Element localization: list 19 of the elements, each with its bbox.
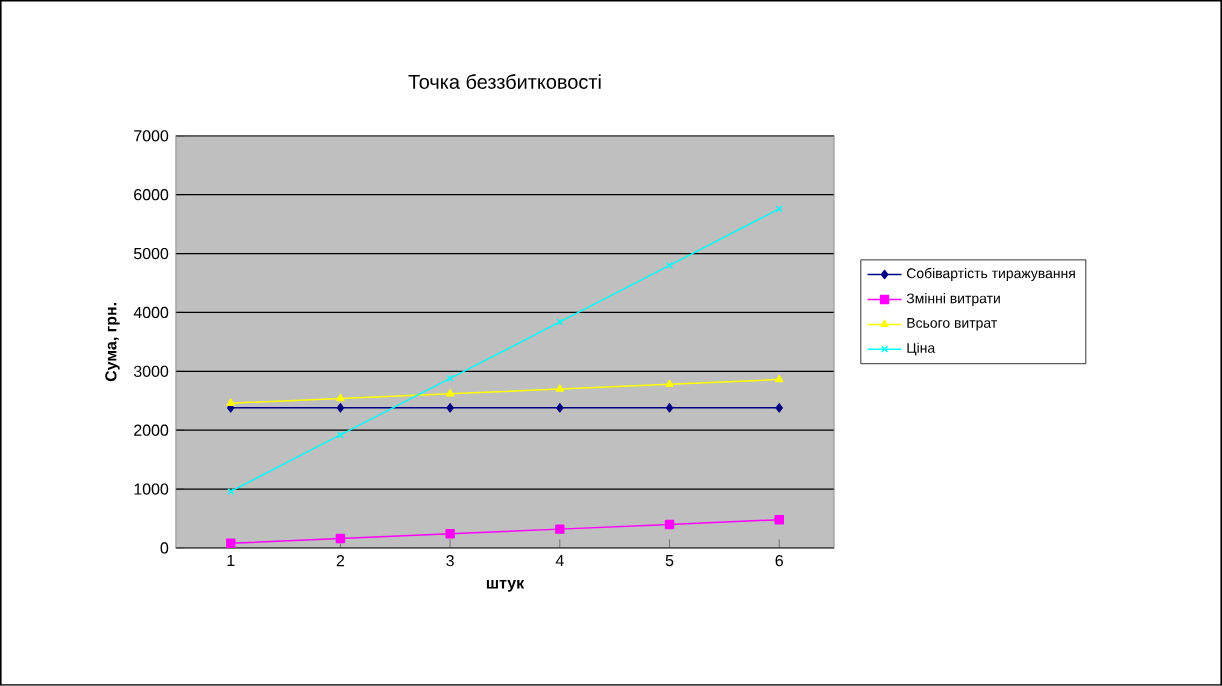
point: [226, 398, 235, 406]
point: [665, 403, 674, 413]
point: [445, 389, 455, 397]
point: [225, 538, 236, 549]
point: [774, 515, 784, 525]
point: [335, 533, 346, 544]
point: [336, 393, 345, 402]
point: [775, 374, 784, 383]
point: [775, 403, 783, 413]
point: [336, 403, 345, 413]
point: [556, 318, 564, 326]
point: [556, 403, 564, 413]
point: [446, 403, 454, 413]
point: [665, 379, 674, 388]
point: [555, 384, 565, 392]
point: [664, 519, 675, 530]
point: [445, 529, 455, 539]
chart-title: Точка беззбитковості: [408, 74, 601, 90]
point: [555, 524, 565, 534]
